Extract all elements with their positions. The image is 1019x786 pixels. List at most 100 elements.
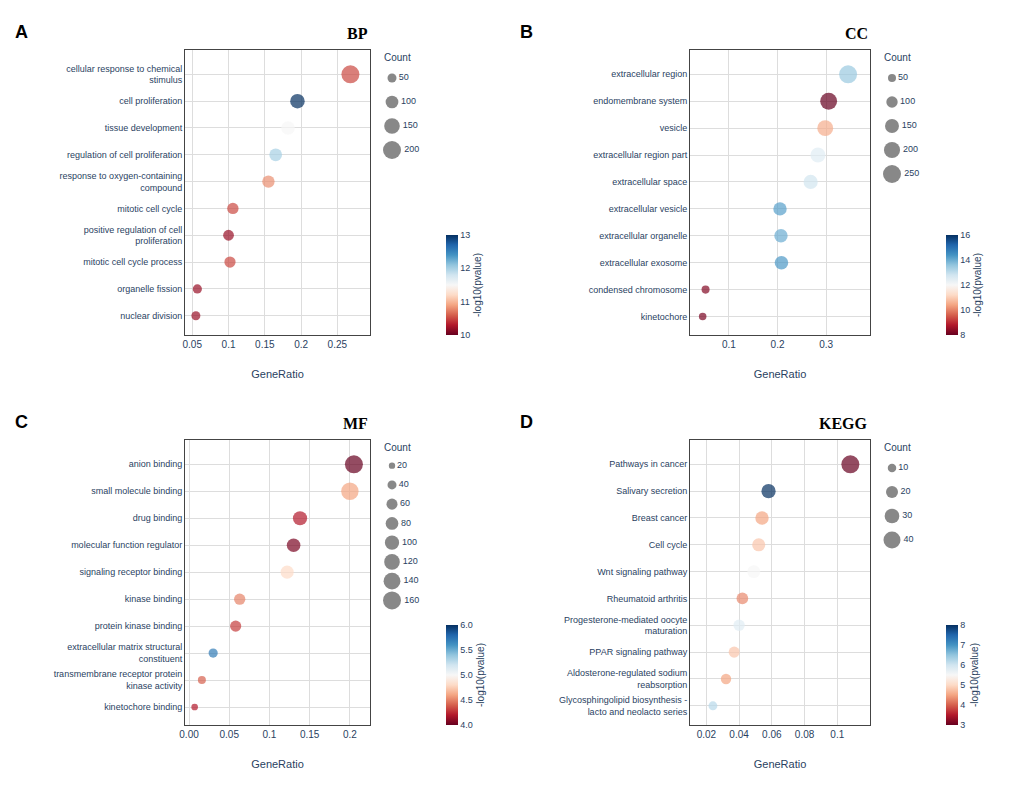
svg-text:D: D [520,412,533,432]
svg-text:10: 10 [960,305,970,315]
svg-text:0.05: 0.05 [183,339,203,350]
svg-text:-log10(pvalue): -log10(pvalue) [972,253,983,317]
svg-text:endomembrane system: endomembrane system [593,96,687,106]
svg-text:0.1: 0.1 [722,339,736,350]
svg-text:positive regulation of cellpro: positive regulation of cellproliferation [84,225,183,247]
svg-text:cell proliferation: cell proliferation [119,96,182,106]
svg-text:GeneRatio: GeneRatio [251,368,304,380]
svg-text:extracellular exosome: extracellular exosome [600,258,688,268]
svg-text:0.02: 0.02 [697,729,717,740]
svg-text:200: 200 [903,144,918,154]
svg-text:50: 50 [399,72,409,82]
svg-text:drug binding: drug binding [133,513,183,523]
svg-text:40: 40 [399,479,409,489]
svg-text:Cell cycle: Cell cycle [649,540,688,550]
svg-text:8: 8 [960,620,965,630]
svg-text:0.2: 0.2 [294,339,308,350]
svg-text:B: B [520,22,533,42]
svg-text:12: 12 [960,280,970,290]
svg-text:-log10(pvalue): -log10(pvalue) [969,643,980,707]
svg-text:140: 140 [404,575,419,585]
svg-text:Count: Count [384,52,411,63]
svg-text:4: 4 [960,700,965,710]
svg-text:0.1: 0.1 [830,729,844,740]
svg-text:0.25: 0.25 [328,339,348,350]
svg-text:160: 160 [404,595,419,605]
svg-text:vesicle: vesicle [660,123,688,133]
svg-text:kinetochore binding: kinetochore binding [104,702,182,712]
svg-text:80: 80 [401,518,411,528]
svg-text:10: 10 [460,330,470,340]
svg-text:40: 40 [904,534,914,544]
svg-text:KEGG: KEGG [819,415,868,432]
svg-text:Breast cancer: Breast cancer [632,513,688,523]
svg-text:100: 100 [401,96,416,106]
svg-text:0.00: 0.00 [179,729,199,740]
svg-text:0.1: 0.1 [222,339,236,350]
svg-text:anion binding: anion binding [129,459,183,469]
svg-text:protein kinase binding: protein kinase binding [95,621,183,631]
svg-text:6.0: 6.0 [460,620,473,630]
svg-text:CC: CC [845,25,868,42]
svg-text:organelle fission: organelle fission [117,284,182,294]
svg-text:Aldosterone-regulated sodiumre: Aldosterone-regulated sodiumreabsorption [567,668,687,690]
svg-text:6: 6 [960,660,965,670]
svg-text:GeneRatio: GeneRatio [251,758,304,770]
svg-text:small molecule binding: small molecule binding [91,486,182,496]
svg-text:0.06: 0.06 [762,729,782,740]
svg-text:5.0: 5.0 [460,670,473,680]
svg-text:Rheumatoid arthritis: Rheumatoid arthritis [607,594,688,604]
svg-text:12: 12 [460,263,470,273]
svg-text:16: 16 [960,230,970,240]
svg-text:extracellular organelle: extracellular organelle [599,231,687,241]
svg-text:A: A [15,22,28,42]
svg-text:Count: Count [884,52,911,63]
svg-text:BP: BP [347,25,368,42]
svg-text:extracellular vesicle: extracellular vesicle [609,204,688,214]
svg-text:cellular response to chemicals: cellular response to chemicalstimulus [66,64,183,86]
svg-text:transmembrane receptor protein: transmembrane receptor proteinkinase act… [54,669,183,691]
svg-text:250: 250 [904,168,919,178]
svg-text:mitotic cell cycle process: mitotic cell cycle process [83,257,183,267]
svg-text:200: 200 [404,144,419,154]
svg-text:kinetochore: kinetochore [641,312,688,322]
svg-text:4.5: 4.5 [460,695,473,705]
svg-text:20: 20 [397,460,407,470]
svg-text:8: 8 [960,330,965,340]
svg-text:0.05: 0.05 [220,729,240,740]
svg-text:C: C [15,412,28,432]
svg-text:signaling receptor binding: signaling receptor binding [80,567,183,577]
svg-text:150: 150 [403,120,418,130]
svg-text:-log10(pvalue): -log10(pvalue) [472,253,483,317]
svg-text:120: 120 [403,556,418,566]
svg-text:5.5: 5.5 [460,645,473,655]
svg-text:GeneRatio: GeneRatio [754,368,807,380]
svg-text:100: 100 [900,96,915,106]
svg-text:0.1: 0.1 [263,729,277,740]
svg-text:Pathways in cancer: Pathways in cancer [609,459,687,469]
svg-text:kinase binding: kinase binding [125,594,183,604]
svg-text:0.2: 0.2 [771,339,785,350]
svg-text:MF: MF [343,415,368,432]
svg-text:Glycosphingolipid biosynthesis: Glycosphingolipid biosynthesis -lacto an… [559,695,688,717]
svg-text:extracellular matrix structura: extracellular matrix structuralconstitue… [67,642,183,664]
svg-text:tissue development: tissue development [105,123,183,133]
svg-text:30: 30 [902,510,912,520]
svg-text:0.08: 0.08 [795,729,815,740]
svg-text:mitotic cell cycle: mitotic cell cycle [117,204,182,214]
svg-text:extracellular space: extracellular space [612,177,687,187]
svg-text:11: 11 [460,297,469,307]
svg-text:PPAR signaling pathway: PPAR signaling pathway [589,647,687,657]
svg-text:150: 150 [902,120,917,130]
svg-text:Progesterone-mediated oocytema: Progesterone-mediated oocytematuration [564,615,687,637]
svg-text:regulation of cell proliferati: regulation of cell proliferation [67,150,182,160]
svg-text:0.2: 0.2 [343,729,357,740]
svg-text:50: 50 [898,72,908,82]
svg-text:7: 7 [960,640,965,650]
svg-text:60: 60 [400,498,410,508]
svg-text:Wnt signaling pathway: Wnt signaling pathway [597,567,688,577]
svg-text:3: 3 [960,720,965,730]
svg-text:-log10(pvalue): -log10(pvalue) [475,643,486,707]
svg-text:extracellular region: extracellular region [611,69,687,79]
svg-text:0.15: 0.15 [255,339,275,350]
